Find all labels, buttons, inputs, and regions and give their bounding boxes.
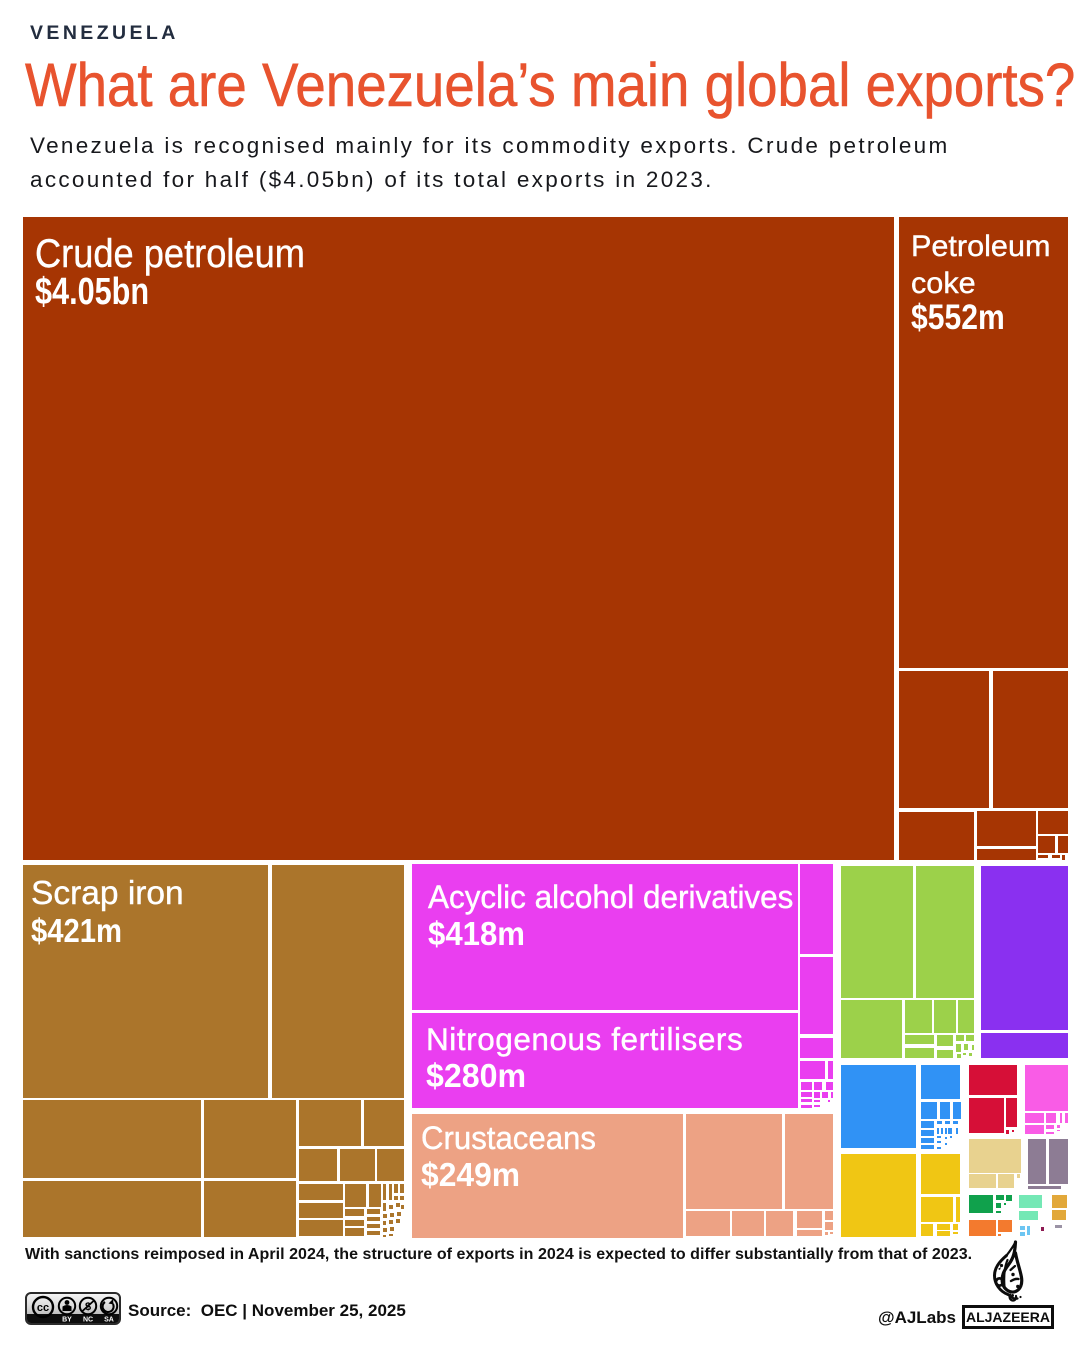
svg-text:SA: SA — [104, 1317, 114, 1324]
svg-text:BY: BY — [62, 1317, 72, 1324]
svg-text:cc: cc — [37, 1302, 49, 1314]
svg-text:NC: NC — [83, 1317, 93, 1324]
